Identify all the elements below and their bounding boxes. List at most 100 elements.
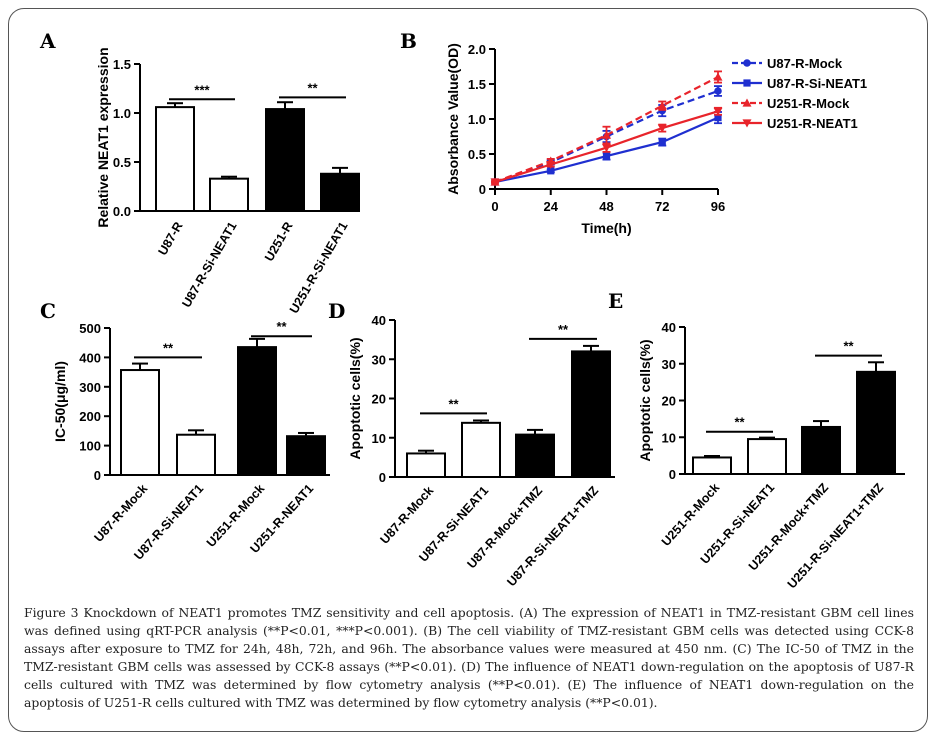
- a-significance-label: **: [307, 80, 318, 95]
- c-significance-label: **: [163, 340, 174, 355]
- a-bar: [265, 108, 305, 212]
- b-data-point: [713, 72, 723, 81]
- panel-label-A: A: [39, 29, 56, 53]
- b-y-tick-label: 0.5: [468, 147, 486, 162]
- c-y-tick-label: 100: [79, 439, 101, 454]
- e-category-label: U251-R-Si-NEAT1+TMZ: [785, 480, 887, 591]
- b-data-point: [657, 124, 667, 133]
- d-y-tick-label: 30: [372, 352, 386, 367]
- d-bar: [461, 421, 501, 478]
- c-category-label: U87-R-Mock: [91, 482, 150, 545]
- a-category-label: U251-R: [262, 220, 296, 264]
- e-y-tick-label: 20: [662, 394, 676, 409]
- figure-caption: Figure 3 Knockdown of NEAT1 promotes TMZ…: [24, 605, 914, 710]
- b-x-tick-label: 72: [655, 199, 669, 214]
- a-bar: [155, 106, 195, 212]
- c-y-tick-label: 200: [79, 409, 101, 424]
- a-category-label: U87-R: [155, 220, 185, 258]
- b-x-tick-label: 48: [599, 199, 613, 214]
- e-y-axis-label: Apoptotic cells(%): [637, 339, 653, 461]
- a-y-axis-label: Relative NEAT1 expression: [95, 47, 111, 227]
- a-category-label: U87-R-Si-NEAT1: [179, 219, 239, 309]
- b-y-tick-label: 2.0: [468, 42, 486, 57]
- b-legend-marker: [743, 79, 751, 87]
- a-significance-label: ***: [194, 82, 210, 97]
- c-bar: [176, 433, 216, 476]
- panel-label-E: E: [608, 289, 623, 313]
- b-data-point: [546, 160, 556, 169]
- b-data-point: [602, 144, 611, 153]
- e-bar: [692, 456, 732, 475]
- b-y-tick-label: 1.0: [468, 112, 486, 127]
- panel-E: E 0 10 20 30 40 Apoptotic cells(%) U251-R-Mock…: [608, 289, 905, 591]
- panel-B: B 0 0.5 1.0 1.5 2.0 0 24 48 72 96 Time(h) Absorbanc…: [400, 29, 867, 236]
- b-x-tick-label: 24: [544, 199, 559, 214]
- d-y-tick-label: 0: [379, 470, 386, 485]
- b-data-point: [714, 114, 722, 122]
- panel-D: D 0 10 20 30 40 Apoptotic cells(%) U87-R-Mock U…: [328, 299, 615, 589]
- b-y-axis-label: Absorbance Value(OD): [445, 43, 461, 195]
- c-bar: [237, 346, 277, 476]
- d-significance-label: **: [448, 396, 459, 411]
- c-significance-label: **: [276, 319, 287, 334]
- e-category-label: U251-R-Mock: [659, 481, 722, 549]
- d-bar: [406, 452, 446, 479]
- a-bar: [209, 177, 249, 213]
- panel-C: C 0 100 200 300 400 500 IC-50(μg/ml) U87-R-Mock…: [40, 299, 330, 563]
- e-y-tick-label: 10: [662, 430, 676, 445]
- panel-label-D: D: [328, 299, 345, 323]
- d-bar: [515, 433, 555, 478]
- c-y-tick-label: 300: [79, 380, 101, 395]
- c-bar: [120, 369, 160, 476]
- c-y-axis-label: IC-50(μg/ml): [52, 361, 68, 442]
- e-y-tick-label: 40: [662, 320, 676, 335]
- b-legend-label: U251-R-Mock: [767, 96, 850, 111]
- b-data-point: [713, 107, 723, 116]
- d-y-tick-label: 20: [372, 392, 386, 407]
- d-bar: [571, 350, 611, 478]
- b-data-point: [602, 152, 611, 160]
- a-y-tick-label: 0.5: [113, 155, 131, 170]
- b-legend-label: U87-R-Si-NEAT1: [767, 76, 867, 91]
- b-data-point: [658, 138, 666, 146]
- c-bar: [286, 435, 326, 476]
- b-legend-marker: [742, 98, 752, 107]
- e-significance-label: **: [734, 415, 745, 430]
- d-y-tick-label: 10: [372, 431, 386, 446]
- a-y-tick-label: 1.5: [113, 57, 131, 72]
- a-y-tick-label: 0.0: [113, 204, 131, 219]
- b-legend-marker: [742, 119, 752, 128]
- d-y-tick-label: 40: [372, 313, 386, 328]
- e-bar: [747, 438, 787, 475]
- b-x-tick-label: 0: [491, 199, 498, 214]
- b-legend-label: U87-R-Mock: [767, 56, 843, 71]
- b-legend-label: U251-R-NEAT1: [767, 116, 858, 131]
- e-bar: [856, 370, 896, 475]
- e-y-tick-label: 0: [669, 467, 676, 482]
- b-x-tick-label: 96: [711, 199, 725, 214]
- b-x-axis-label: Time(h): [581, 220, 631, 236]
- d-category-label: U87-R-Si-NEAT1+TMZ: [504, 483, 601, 589]
- b-y-tick-label: 0: [479, 182, 486, 197]
- e-y-tick-label: 30: [662, 357, 676, 372]
- b-data-point: [490, 178, 500, 187]
- e-significance-label: **: [843, 339, 854, 354]
- c-y-tick-label: 0: [94, 468, 101, 483]
- d-significance-label: **: [558, 322, 569, 337]
- b-legend-marker: [743, 59, 751, 67]
- e-bar: [801, 425, 841, 475]
- d-y-axis-label: Apoptotic cells(%): [347, 337, 363, 459]
- c-y-tick-label: 400: [79, 350, 101, 365]
- b-y-tick-label: 1.5: [468, 77, 486, 92]
- b-data-point: [602, 130, 611, 139]
- panel-label-C: C: [40, 299, 56, 323]
- a-y-tick-label: 1.0: [113, 106, 131, 121]
- d-category-label: U87-R-Mock: [377, 484, 436, 547]
- panel-label-B: B: [400, 29, 417, 53]
- b-data-point: [657, 101, 667, 110]
- c-y-tick-label: 500: [79, 321, 101, 336]
- b-data-point: [547, 167, 555, 175]
- b-data-point: [714, 87, 722, 95]
